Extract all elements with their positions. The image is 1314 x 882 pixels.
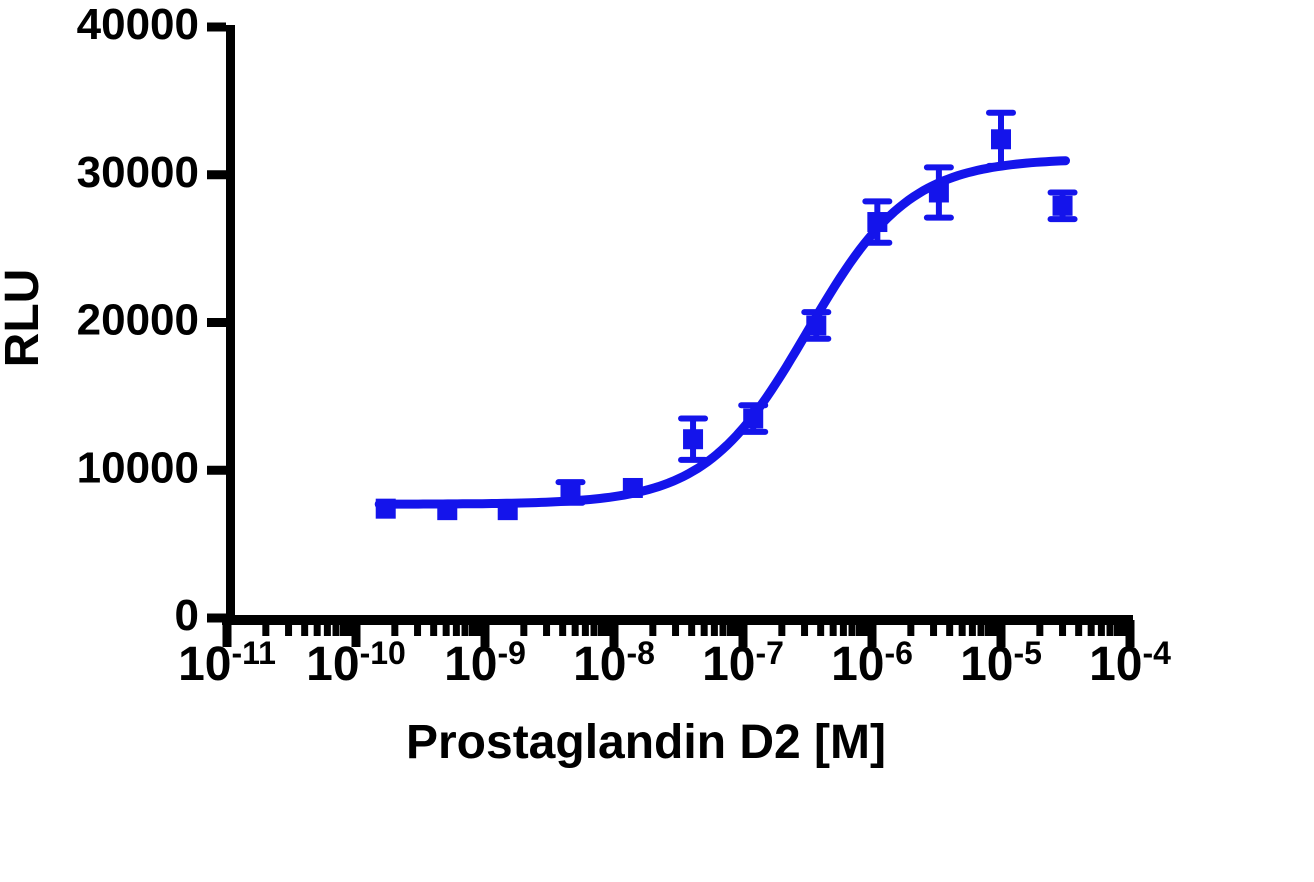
y-tick-label: 20000 <box>77 296 199 345</box>
x-tick-label: 10-6 <box>831 635 913 691</box>
x-tick-label: 10-7 <box>702 635 784 691</box>
y-axis-title: RLU <box>0 269 49 368</box>
data-point-marker <box>437 500 458 521</box>
fit-curve-path <box>374 156 1070 509</box>
y-tick-label: 30000 <box>77 148 199 197</box>
data-points <box>375 129 1073 521</box>
fit-curve <box>374 156 1070 509</box>
data-point-marker <box>991 129 1011 150</box>
x-tick-label: 10-9 <box>444 635 526 691</box>
data-point-marker <box>867 212 888 233</box>
data-point-marker <box>375 498 396 519</box>
y-tick-label: 10000 <box>77 443 199 492</box>
data-point-marker <box>928 182 949 203</box>
data-point-marker <box>622 477 643 498</box>
y-axis: 0 10000 20000 30000 40000 <box>77 0 235 640</box>
data-point-marker <box>806 315 827 336</box>
data-point-marker <box>560 482 581 503</box>
y-tick-label: 0 <box>175 591 199 640</box>
x-tick-label: 10-10 <box>306 635 406 691</box>
x-axis-title: Prostaglandin D2 [M] <box>406 716 886 769</box>
data-point-marker <box>743 408 764 429</box>
data-point-marker <box>683 429 704 450</box>
y-tick-label: 40000 <box>77 0 199 49</box>
x-tick-label: 10-11 <box>178 635 276 691</box>
data-point-marker <box>1052 195 1073 216</box>
x-tick-label: 10-4 <box>1089 635 1171 691</box>
x-axis: 10-11 10-10 10-9 10-8 10-7 10-6 10-5 10-4 <box>178 615 1171 691</box>
data-point-marker <box>497 500 518 521</box>
x-tick-label: 10-5 <box>960 635 1042 691</box>
x-tick-label: 10-8 <box>573 635 655 691</box>
